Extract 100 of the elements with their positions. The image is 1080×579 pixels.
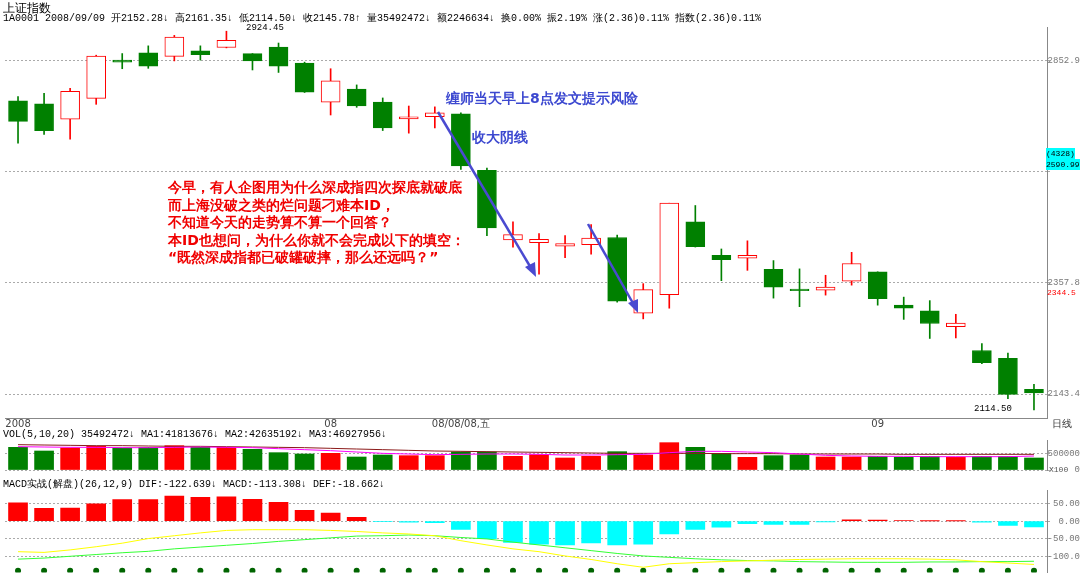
bar	[789, 521, 810, 525]
x-axis-title: 日线	[1052, 417, 1072, 431]
bar	[841, 456, 862, 470]
bar	[998, 456, 1018, 470]
candlestick	[555, 235, 575, 258]
bar	[685, 521, 706, 530]
bar	[398, 455, 419, 470]
y-tick-label: 500000	[1047, 448, 1080, 459]
bar	[763, 521, 784, 525]
y-tick-label: 0.00	[1058, 516, 1080, 527]
bar	[581, 521, 601, 544]
bar	[425, 455, 445, 470]
annotation: 不知道今天的走势算不算一个回答？	[168, 214, 392, 232]
bar	[190, 447, 211, 470]
annotation: 2344.5	[1047, 288, 1076, 298]
bar	[789, 454, 810, 470]
bar	[503, 456, 523, 470]
bar	[216, 496, 237, 522]
bar	[763, 455, 784, 470]
chart-title: VOL(5,10,20) 35492472↓ MA1:41813676↓ MA2:42635192↓ MA3:46927956↓	[3, 429, 388, 440]
y-tick-label: 2357.8	[1047, 278, 1080, 289]
annotation: 本ID也想问，为什么你就不会完成以下的填空：	[168, 231, 465, 249]
bar	[60, 507, 80, 522]
bar	[294, 453, 315, 470]
bar	[60, 447, 80, 470]
bar	[268, 452, 289, 470]
bar	[503, 521, 523, 543]
x-tick-label: 08/08/08,五	[431, 417, 490, 429]
bar	[190, 497, 211, 522]
bar	[659, 442, 680, 470]
y-tick-label: -100.0	[1047, 552, 1080, 563]
y-tick-label: 2143.4	[1047, 389, 1080, 400]
candlestick	[946, 313, 966, 339]
bar	[320, 453, 341, 470]
bar	[216, 447, 237, 470]
bar	[581, 456, 601, 470]
bar	[529, 521, 549, 545]
bar	[242, 498, 263, 522]
bar	[320, 512, 341, 522]
bar	[972, 456, 992, 470]
bar	[607, 521, 628, 546]
annotation: 今早，有人企图用为什么深成指四次探底就破底	[168, 179, 462, 197]
bar	[346, 516, 367, 522]
bar	[737, 457, 758, 470]
bar	[372, 454, 393, 470]
bar	[86, 503, 107, 522]
annotation: 2590.99	[1046, 159, 1080, 170]
annotation: “既然深成指都已破罐破摔，那么还远吗？”	[168, 249, 439, 267]
x-tick-label: 2008	[5, 417, 31, 429]
chart-title: MACD实战(解盘)(26,12,9) DIF:-122.639↓ MACD:-113.308↓ DEF:-18.662↓	[3, 477, 386, 491]
bar	[711, 453, 732, 470]
bar	[112, 499, 133, 522]
bar	[112, 447, 133, 470]
bar	[893, 457, 914, 470]
bar	[1024, 521, 1044, 528]
bar	[138, 499, 159, 522]
bar	[164, 495, 185, 522]
bar	[1024, 457, 1044, 470]
bar	[8, 502, 28, 522]
annotation: 缠师当天早上8点发文提示风险	[446, 90, 638, 108]
bar	[659, 521, 680, 535]
annotation: 而上海没破之类的烂问题刁难本ID，	[168, 196, 395, 214]
bar	[919, 456, 940, 470]
candlestick	[893, 296, 914, 320]
bar	[555, 457, 575, 470]
y-tick-label: 50.00	[1052, 498, 1080, 509]
bar	[633, 521, 654, 545]
y-tick-label: -50.00	[1047, 534, 1080, 545]
bar	[685, 447, 706, 470]
bar	[946, 457, 966, 470]
bar	[529, 454, 549, 470]
bar	[268, 502, 289, 522]
bar	[138, 447, 159, 470]
x-tick-label: 08	[324, 417, 337, 429]
bar	[555, 521, 575, 546]
candlestick	[398, 105, 419, 134]
bar	[815, 456, 836, 470]
bar	[998, 521, 1018, 526]
text: X100	[1049, 465, 1069, 475]
bar	[8, 447, 28, 470]
annotation: (4328)	[1046, 148, 1075, 159]
candlestick	[1024, 384, 1044, 411]
bar	[86, 446, 107, 470]
y-tick-label: 0	[1074, 465, 1080, 476]
bar	[164, 445, 185, 470]
bar	[737, 521, 758, 525]
y-tick-label: 2852.9	[1047, 55, 1080, 66]
bar	[711, 521, 732, 528]
annotation: 2114.50	[974, 404, 1012, 414]
bar	[294, 509, 315, 522]
bar	[451, 451, 471, 470]
bar	[34, 508, 54, 522]
bar	[242, 449, 263, 470]
bar	[451, 521, 471, 530]
annotation: 2924.45	[246, 23, 284, 33]
x-tick-label: 09	[871, 417, 885, 429]
annotation: 收大阴线	[472, 129, 528, 147]
bar	[34, 450, 54, 470]
bar	[346, 456, 367, 470]
bar	[633, 454, 654, 470]
